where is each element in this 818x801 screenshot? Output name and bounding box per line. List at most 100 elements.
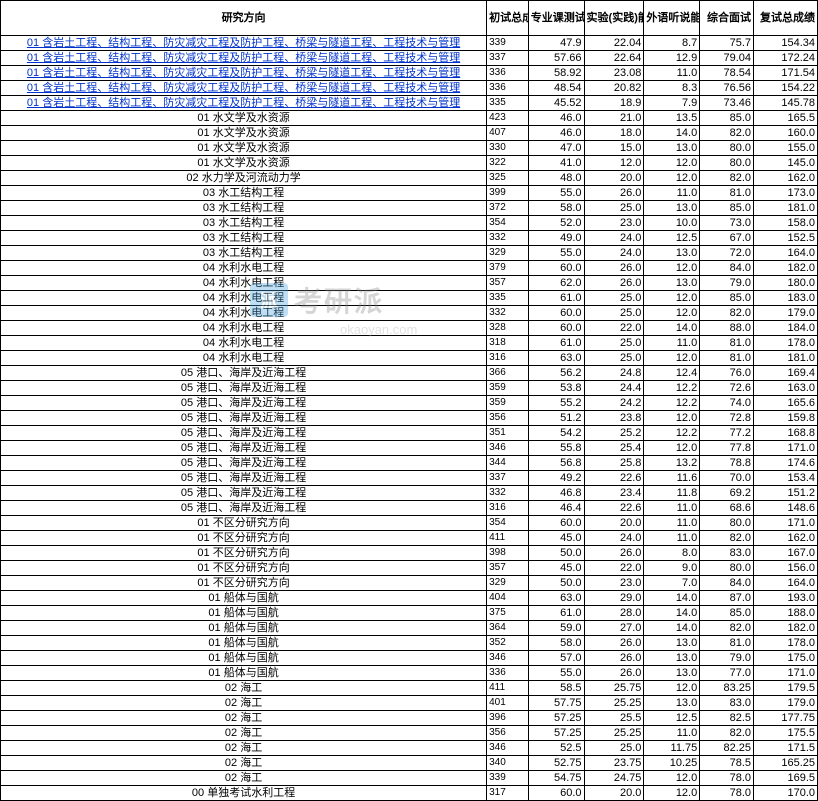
cell-zh: 80.0 (700, 516, 754, 531)
cell-init: 379 (487, 261, 529, 276)
cell-direction: 01 水文学及水资源 (1, 126, 487, 141)
cell-zyk: 46.4 (528, 501, 584, 516)
cell-wy: 7.9 (644, 96, 700, 111)
cell-sy: 22.0 (584, 321, 644, 336)
table-row: 01 水文学及水资源40746.018.014.082.0160.0 (1, 126, 818, 141)
cell-fs: 152.5 (754, 231, 818, 246)
cell-init: 346 (487, 651, 529, 666)
cell-zh: 78.5 (700, 756, 754, 771)
table-row: 01 不区分研究方向32950.023.07.084.0164.0 (1, 576, 818, 591)
cell-sy: 26.0 (584, 261, 644, 276)
header-fs: 复试总成绩 (754, 1, 818, 36)
cell-sy: 25.5 (584, 711, 644, 726)
cell-init: 329 (487, 576, 529, 591)
cell-init: 316 (487, 501, 529, 516)
table-row: 04 水利水电工程31663.025.012.081.0181.0 (1, 351, 818, 366)
cell-init: 329 (487, 246, 529, 261)
cell-zh: 79.0 (700, 276, 754, 291)
cell-wy: 14.0 (644, 126, 700, 141)
header-zh: 综合面试 (700, 1, 754, 36)
cell-sy: 22.6 (584, 471, 644, 486)
cell-zh: 84.0 (700, 576, 754, 591)
direction-link[interactable]: 01 含岩土工程、结构工程、防灾减灾工程及防护工程、桥梁与隧道工程、工程技术与管… (27, 82, 460, 94)
cell-zyk: 46.0 (528, 111, 584, 126)
cell-direction: 00 单独考试水利工程 (1, 786, 487, 801)
cell-fs: 145.78 (754, 96, 818, 111)
cell-sy: 22.6 (584, 501, 644, 516)
cell-direction[interactable]: 01 含岩土工程、结构工程、防灾减灾工程及防护工程、桥梁与隧道工程、工程技术与管… (1, 51, 487, 66)
cell-sy: 26.0 (584, 546, 644, 561)
cell-init: 332 (487, 306, 529, 321)
cell-fs: 172.24 (754, 51, 818, 66)
cell-direction: 05 港口、海岸及近海工程 (1, 501, 487, 516)
cell-zyk: 60.0 (528, 321, 584, 336)
cell-direction: 03 水工结构工程 (1, 201, 487, 216)
cell-sy: 22.64 (584, 51, 644, 66)
cell-zyk: 60.0 (528, 261, 584, 276)
cell-direction: 01 船体与国航 (1, 591, 487, 606)
cell-zh: 72.6 (700, 381, 754, 396)
cell-direction: 01 船体与国航 (1, 606, 487, 621)
cell-sy: 25.0 (584, 201, 644, 216)
cell-fs: 160.0 (754, 126, 818, 141)
cell-init: 339 (487, 771, 529, 786)
table-row: 04 水利水电工程33561.025.012.085.0183.0 (1, 291, 818, 306)
cell-zh: 83.0 (700, 696, 754, 711)
cell-fs: 180.0 (754, 276, 818, 291)
cell-direction: 01 船体与国航 (1, 636, 487, 651)
cell-zyk: 58.92 (528, 66, 584, 81)
cell-zyk: 57.0 (528, 651, 584, 666)
cell-wy: 12.2 (644, 426, 700, 441)
table-row: 01 含岩土工程、结构工程、防灾减灾工程及防护工程、桥梁与隧道工程、工程技术与管… (1, 51, 818, 66)
cell-sy: 23.75 (584, 756, 644, 771)
cell-zyk: 56.8 (528, 456, 584, 471)
cell-zh: 80.0 (700, 141, 754, 156)
cell-zh: 79.0 (700, 651, 754, 666)
direction-link[interactable]: 01 含岩土工程、结构工程、防灾减灾工程及防护工程、桥梁与隧道工程、工程技术与管… (27, 37, 460, 49)
cell-wy: 10.0 (644, 216, 700, 231)
cell-direction[interactable]: 01 含岩土工程、结构工程、防灾减灾工程及防护工程、桥梁与隧道工程、工程技术与管… (1, 81, 487, 96)
cell-sy: 25.8 (584, 456, 644, 471)
direction-link[interactable]: 01 含岩土工程、结构工程、防灾减灾工程及防护工程、桥梁与隧道工程、工程技术与管… (27, 97, 460, 109)
cell-zh: 76.0 (700, 366, 754, 381)
cell-wy: 12.4 (644, 366, 700, 381)
cell-fs: 181.0 (754, 351, 818, 366)
cell-sy: 20.0 (584, 171, 644, 186)
cell-zh: 82.0 (700, 621, 754, 636)
cell-direction: 05 港口、海岸及近海工程 (1, 456, 487, 471)
cell-fs: 183.0 (754, 291, 818, 306)
cell-wy: 13.0 (644, 651, 700, 666)
cell-fs: 162.0 (754, 171, 818, 186)
cell-zyk: 58.5 (528, 681, 584, 696)
cell-wy: 7.0 (644, 576, 700, 591)
cell-fs: 148.6 (754, 501, 818, 516)
cell-init: 354 (487, 216, 529, 231)
cell-sy: 25.0 (584, 741, 644, 756)
cell-direction[interactable]: 01 含岩土工程、结构工程、防灾减灾工程及防护工程、桥梁与隧道工程、工程技术与管… (1, 66, 487, 81)
cell-wy: 13.0 (644, 246, 700, 261)
direction-link[interactable]: 01 含岩土工程、结构工程、防灾减灾工程及防护工程、桥梁与隧道工程、工程技术与管… (27, 52, 460, 64)
cell-zyk: 49.0 (528, 231, 584, 246)
cell-init: 359 (487, 381, 529, 396)
cell-fs: 154.22 (754, 81, 818, 96)
cell-zyk: 55.2 (528, 396, 584, 411)
cell-init: 364 (487, 621, 529, 636)
table-row: 01 船体与国航34657.026.013.079.0175.0 (1, 651, 818, 666)
cell-sy: 25.0 (584, 351, 644, 366)
cell-direction[interactable]: 01 含岩土工程、结构工程、防灾减灾工程及防护工程、桥梁与隧道工程、工程技术与管… (1, 96, 487, 111)
cell-fs: 170.0 (754, 786, 818, 801)
table-row: 00 单独考试水利工程31760.020.012.078.0170.0 (1, 786, 818, 801)
cell-fs: 179.0 (754, 306, 818, 321)
cell-direction: 01 不区分研究方向 (1, 516, 487, 531)
cell-zh: 82.0 (700, 531, 754, 546)
cell-direction[interactable]: 01 含岩土工程、结构工程、防灾减灾工程及防护工程、桥梁与隧道工程、工程技术与管… (1, 36, 487, 51)
direction-link[interactable]: 01 含岩土工程、结构工程、防灾减灾工程及防护工程、桥梁与隧道工程、工程技术与管… (27, 67, 460, 79)
cell-init: 337 (487, 471, 529, 486)
cell-direction: 04 水利水电工程 (1, 291, 487, 306)
cell-sy: 24.8 (584, 366, 644, 381)
cell-zyk: 52.75 (528, 756, 584, 771)
cell-zh: 72.8 (700, 411, 754, 426)
cell-wy: 12.0 (644, 681, 700, 696)
cell-wy: 13.0 (644, 201, 700, 216)
cell-sy: 18.9 (584, 96, 644, 111)
